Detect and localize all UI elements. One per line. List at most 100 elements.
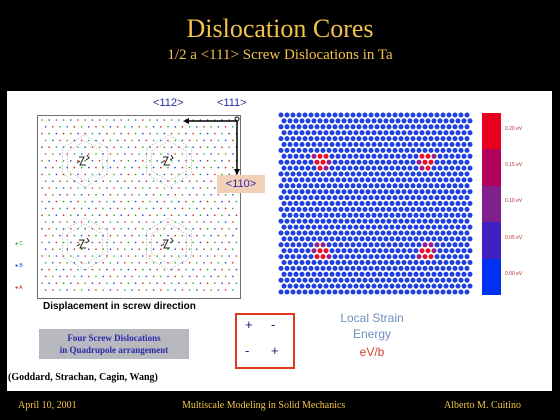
lattice-atom	[192, 214, 194, 216]
energy-atom	[326, 218, 332, 224]
energy-atom	[446, 124, 452, 130]
energy-atom	[416, 147, 422, 153]
energy-atom	[353, 189, 359, 195]
lattice-atom	[52, 126, 54, 128]
energy-atom	[416, 277, 422, 283]
slide-subtitle: 1/2 a <111> Screw Dislocations in Ta	[167, 47, 393, 63]
energy-atom	[284, 124, 290, 130]
energy-atom	[323, 283, 329, 289]
energy-atom	[431, 201, 437, 206]
energy-atom	[443, 130, 449, 136]
energy-atom	[299, 236, 305, 242]
energy-atom	[413, 224, 419, 230]
energy-atom	[305, 177, 311, 183]
lattice-atom	[221, 255, 223, 257]
energy-atom	[458, 218, 464, 224]
energy-atom	[389, 130, 395, 136]
lattice-atom	[170, 173, 173, 176]
energy-atom	[344, 218, 350, 224]
energy-atom	[287, 153, 293, 159]
energy-atom	[314, 277, 320, 283]
lattice-atom	[152, 207, 155, 210]
lattice-atom	[62, 200, 65, 203]
energy-atom	[386, 206, 392, 212]
lattice-atom	[52, 289, 54, 291]
energy-atom	[278, 183, 284, 189]
lattice-atom	[178, 241, 180, 244]
lattice-atom	[73, 126, 76, 128]
lattice-atom	[95, 194, 97, 196]
lattice-atom	[196, 221, 198, 223]
footer-date: April 10, 2001	[18, 400, 77, 411]
lattice-atom	[152, 180, 155, 182]
lattice-atom	[214, 214, 216, 216]
lattice-atom	[113, 160, 115, 162]
energy-atom	[287, 118, 293, 124]
energy-atom	[437, 212, 443, 218]
lattice-atom	[116, 275, 119, 278]
energy-atom	[467, 212, 473, 218]
lattice-atom	[91, 132, 94, 135]
lattice-atom	[217, 234, 220, 237]
lattice-atom	[120, 187, 122, 189]
lattice-atom	[102, 153, 104, 155]
lattice-atom	[91, 146, 94, 148]
energy-atom	[347, 201, 353, 206]
lattice-atom	[167, 166, 169, 169]
lattice-atom	[116, 248, 119, 250]
energy-atom	[383, 130, 389, 136]
lattice-atom	[163, 187, 166, 189]
energy-atom	[350, 265, 356, 271]
energy-atom	[365, 248, 371, 254]
lattice-atom	[160, 234, 162, 237]
energy-atom	[353, 142, 359, 147]
lattice-atom	[167, 289, 169, 291]
energy-atom	[395, 189, 401, 195]
energy-atom	[353, 260, 359, 265]
energy-atom	[413, 118, 419, 124]
energy-atom	[443, 189, 449, 195]
energy-atom	[341, 224, 347, 230]
lattice-atom	[206, 241, 209, 244]
lattice-atom	[113, 200, 115, 203]
energy-caption-unit: eV/b	[359, 345, 385, 359]
energy-atom	[389, 165, 395, 171]
energy-atom	[302, 218, 308, 224]
lattice-atom	[152, 234, 155, 237]
energy-atom	[449, 165, 455, 171]
lattice-atom	[138, 180, 140, 182]
energy-atom	[392, 277, 398, 283]
energy-atom	[344, 147, 350, 153]
lattice-atom	[199, 228, 202, 230]
lattice-atom	[95, 289, 97, 291]
energy-atom	[419, 236, 425, 242]
energy-atom	[458, 206, 464, 212]
direction-112-label: <112>	[153, 97, 184, 109]
lattice-atom	[70, 214, 72, 216]
energy-atom	[467, 271, 473, 277]
lattice-atom	[70, 282, 72, 284]
energy-atom	[383, 236, 389, 242]
lattice-atom	[170, 214, 173, 216]
lattice-atom	[120, 282, 122, 284]
lattice-atom	[48, 119, 50, 121]
energy-atom	[449, 236, 455, 242]
energy-atom	[461, 189, 467, 195]
lattice-atom	[62, 214, 65, 216]
energy-atom	[386, 218, 392, 224]
lattice-atom	[160, 194, 162, 196]
energy-atom	[434, 289, 440, 295]
energy-atom	[326, 183, 332, 189]
energy-atom	[293, 118, 299, 124]
energy-atom	[422, 265, 428, 271]
lattice-atom	[170, 228, 173, 230]
core-hexagon	[151, 140, 187, 182]
energy-atom	[419, 153, 425, 159]
energy-atom	[308, 289, 314, 295]
lattice-atom	[203, 180, 205, 182]
energy-atom	[290, 159, 296, 165]
lattice-atom	[120, 255, 122, 257]
energy-atom	[407, 248, 413, 254]
lattice-atom	[80, 248, 83, 250]
energy-atom	[389, 201, 395, 206]
